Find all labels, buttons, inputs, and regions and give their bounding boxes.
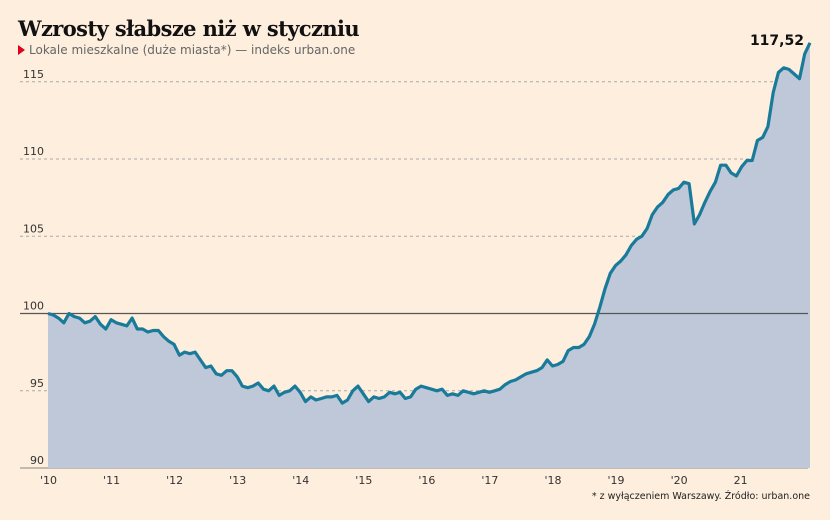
x-tick-label: '11 <box>103 474 120 487</box>
x-tick-label: '17 <box>481 474 498 487</box>
y-tick-label: 115 <box>23 68 44 81</box>
x-tick-label: '20 <box>671 474 688 487</box>
x-tick-label: '13 <box>229 474 246 487</box>
y-tick-label: 95 <box>30 377 44 390</box>
x-tick-label: '16 <box>418 474 435 487</box>
red-triangle-icon <box>18 45 25 55</box>
x-tick-label: '19 <box>608 474 625 487</box>
x-tick-label: '18 <box>544 474 561 487</box>
x-tick-label: '10 <box>40 474 57 487</box>
x-axis-ticks: '10 '11 '12 '13 '14 '15 '16 '17 '18 '19 '20 21 <box>40 474 748 487</box>
chart-subtitle: Lokale mieszkalne (duże miasta*) — indek… <box>18 43 355 57</box>
x-tick-label: '14 <box>292 474 309 487</box>
subtitle-text: Lokale mieszkalne (duże miasta*) — indek… <box>29 43 356 57</box>
footnote: * z wyłączeniem Warszawy. Źródło: urban.… <box>591 491 810 502</box>
y-tick-label: 105 <box>23 222 44 235</box>
end-value-label: 117,52 <box>750 33 804 49</box>
x-tick-label: '12 <box>166 474 183 487</box>
y-axis-ticks: 90 95 100 105 110 115 <box>23 68 44 467</box>
y-tick-label: 110 <box>23 145 44 158</box>
y-tick-label: 100 <box>23 300 44 313</box>
area-fill <box>48 42 810 469</box>
x-tick-label: 21 <box>734 474 748 487</box>
y-tick-label: 90 <box>30 454 44 467</box>
x-tick-label: '15 <box>355 474 372 487</box>
chart-title: Wzrosty słabsze niż w styczniu <box>18 16 360 41</box>
series-line <box>47 42 812 405</box>
